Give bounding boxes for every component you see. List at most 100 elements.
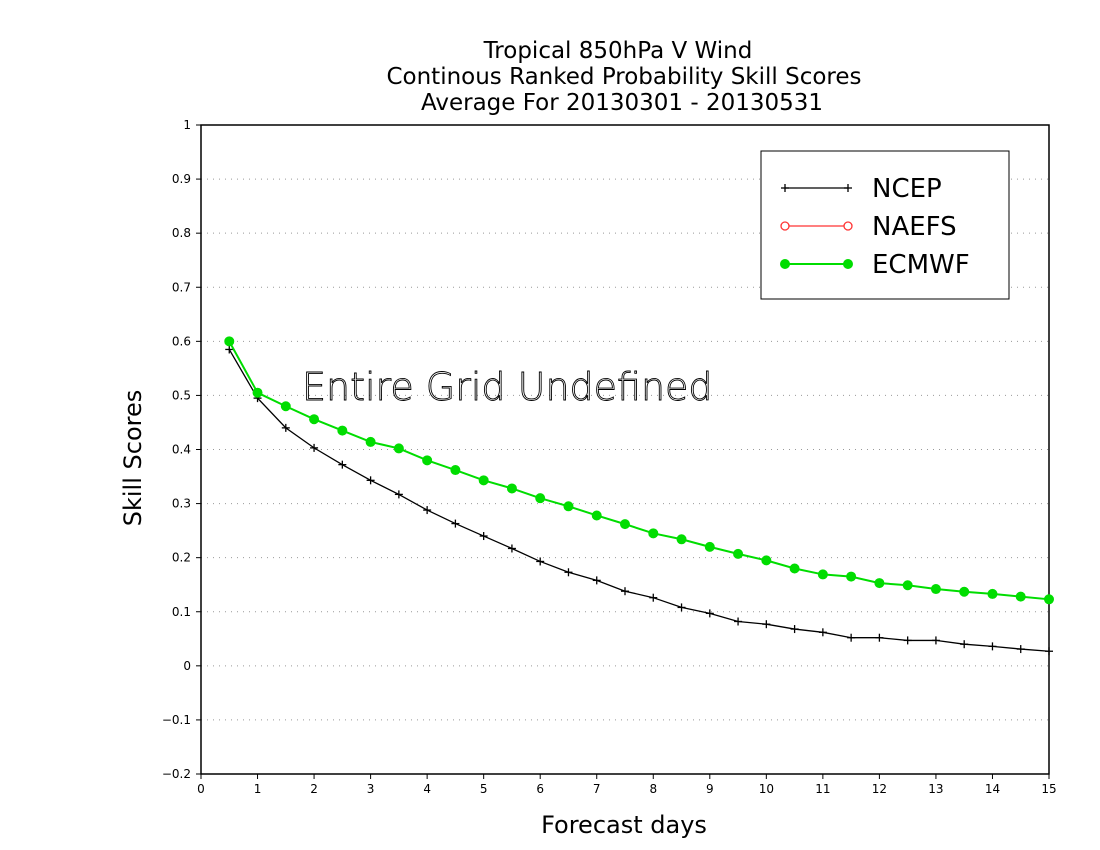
x-tick-label: 14 [985, 782, 1000, 796]
x-tick-label: 11 [815, 782, 830, 796]
data-point-ncep [960, 640, 969, 649]
data-point-ecmwf [846, 571, 857, 582]
y-tick-label: 0.3 [172, 497, 191, 511]
data-point-ncep [847, 633, 856, 642]
data-point-ncep [564, 568, 573, 577]
data-point-ncep [649, 593, 658, 602]
data-point-ncep [677, 603, 686, 612]
undefined-grid-annotation: Entire Grid Undefined [302, 365, 713, 409]
x-tick-label: 6 [536, 782, 544, 796]
data-point-ncep [479, 532, 488, 541]
y-tick-label: −0.1 [162, 713, 191, 727]
x-tick-label: 5 [480, 782, 488, 796]
data-point-ncep [931, 636, 940, 645]
legend-entry-ncep: NCEP [781, 174, 942, 204]
x-tick-label: 3 [367, 782, 375, 796]
y-tick-label: 0.5 [172, 388, 191, 402]
series-ncep [225, 345, 1053, 656]
axis-ticks: −0.2−0.100.10.20.30.40.50.60.70.80.910 1 2… [162, 118, 1057, 796]
series [224, 336, 1054, 656]
legend-marker [781, 184, 789, 192]
data-point-ncep [394, 490, 403, 499]
x-tick-label: 8 [649, 782, 657, 796]
data-point-ecmwf [987, 588, 998, 599]
y-tick-label: 0 [183, 659, 191, 673]
data-point-ecmwf [450, 465, 461, 476]
data-point-ecmwf [620, 519, 630, 530]
legend-marker [780, 221, 790, 231]
data-point-ncep [1016, 645, 1025, 654]
legend-entries: NCEP NAEFS ECMWF [780, 174, 970, 280]
data-point-ncep [790, 625, 799, 634]
data-point-ecmwf [591, 510, 602, 521]
y-tick-label: 0.2 [172, 551, 191, 565]
y-tick-label: 0.8 [172, 226, 191, 240]
y-tick-label: 0.4 [172, 443, 191, 457]
x-tick-label: 7 [593, 782, 601, 796]
data-point-ncep [225, 345, 234, 354]
y-tick-label: 1 [183, 118, 191, 132]
data-point-ncep [338, 460, 347, 469]
data-point-ncep [621, 587, 629, 596]
legend-label-ecmwf: ECMWF [872, 250, 970, 280]
data-point-ecmwf [930, 584, 941, 595]
x-tick-label: 4 [423, 782, 431, 796]
x-axis-title: Forecast days [541, 811, 707, 839]
x-tick-label: 15 [1041, 782, 1056, 796]
data-point-ecmwf [506, 483, 517, 494]
data-point-ncep [988, 642, 997, 651]
series-line-ncep [228, 349, 1050, 652]
data-point-ecmwf [393, 443, 404, 454]
legend-marker [780, 259, 790, 269]
legend-entry-naefs: NAEFS [780, 212, 957, 242]
chart-title: Tropical 850hPa V Wind Continous Ranked … [386, 38, 861, 116]
data-point-ecmwf [817, 569, 828, 580]
data-point-ncep [818, 628, 827, 637]
data-point-ecmwf [874, 578, 885, 589]
legend-marker [843, 259, 853, 269]
chart-title-line-1: Tropical 850hPa V Wind [483, 38, 753, 64]
y-tick-label: 0.1 [172, 605, 191, 619]
data-point-ncep [762, 620, 771, 629]
data-point-ecmwf [535, 493, 546, 504]
data-point-ecmwf [902, 580, 913, 591]
data-point-ecmwf [761, 555, 772, 566]
data-point-ecmwf [1015, 591, 1026, 602]
data-point-ecmwf [563, 501, 574, 512]
data-point-ncep [875, 633, 884, 642]
data-point-ecmwf [478, 475, 489, 486]
y-tick-label: −0.2 [162, 767, 191, 781]
series-ecmwf [224, 336, 1054, 605]
data-point-ncep [507, 544, 516, 553]
x-tick-label: 0 [197, 782, 205, 796]
data-point-ecmwf [252, 387, 263, 398]
data-point-ecmwf [648, 528, 659, 539]
legend-entry-ecmwf: ECMWF [780, 250, 970, 280]
x-tick-label: 9 [706, 782, 714, 796]
data-point-ecmwf [337, 425, 348, 436]
data-point-ecmwf [733, 548, 744, 559]
chart-title-line-2: Continous Ranked Probability Skill Score… [386, 64, 861, 90]
y-axis-title: Skill Scores [119, 390, 147, 527]
data-point-ecmwf [959, 586, 970, 597]
data-point-ecmwf [280, 401, 291, 412]
data-point-ncep [281, 423, 290, 432]
y-tick-label: 0.6 [172, 334, 191, 348]
legend-label-naefs: NAEFS [872, 212, 957, 242]
data-point-ncep [903, 636, 912, 645]
x-tick-label: 12 [872, 782, 887, 796]
chart-title-line-3: Average For 20130301 - 20130531 [421, 90, 823, 116]
data-point-ncep [423, 506, 432, 515]
data-point-ncep [451, 519, 460, 528]
data-point-ncep [592, 576, 601, 585]
data-point-ecmwf [704, 541, 715, 552]
data-point-ncep [1045, 647, 1053, 656]
data-point-ecmwf [422, 455, 433, 466]
data-point-ecmwf [789, 563, 800, 574]
legend-marker [844, 184, 852, 192]
x-tick-label: 1 [254, 782, 262, 796]
data-point-ncep [734, 617, 743, 626]
data-point-ncep [310, 443, 319, 452]
data-point-ecmwf [309, 414, 320, 425]
